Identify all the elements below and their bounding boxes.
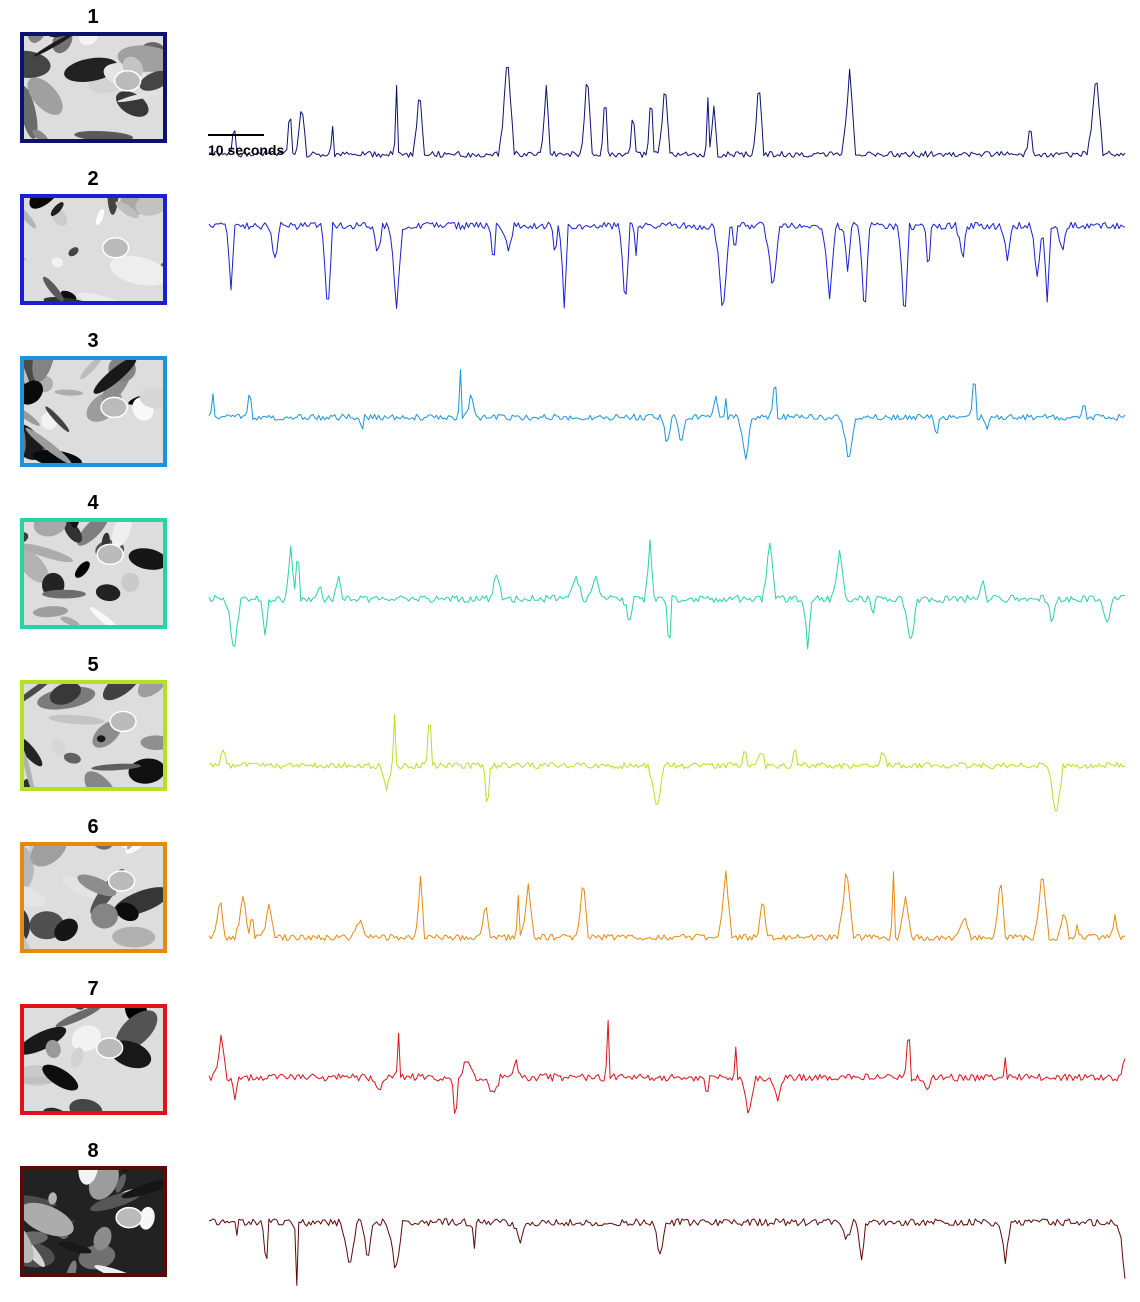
panel-number: 7: [73, 978, 113, 1000]
panel-number: 6: [73, 816, 113, 838]
panel-number: 5: [73, 654, 113, 676]
panel-number: 4: [73, 492, 113, 514]
signal-trace-3: [206, 330, 1128, 492]
signal-trace-8: [206, 1140, 1128, 1302]
panel-7: 7: [0, 978, 1140, 1140]
panel-number: 2: [73, 168, 113, 190]
thumbnail-image: [20, 518, 167, 629]
trace-line-5: [209, 715, 1125, 811]
panel-3: 3: [0, 330, 1140, 492]
thumbnail-image: [20, 1166, 167, 1277]
scale-bar: [208, 134, 264, 136]
trace-line-1: [209, 67, 1125, 157]
panel-number: 1: [73, 6, 113, 28]
trace-line-8: [209, 1219, 1125, 1286]
trace-line-3: [209, 370, 1125, 460]
signal-trace-7: [206, 978, 1128, 1140]
thumbnail-image: [20, 194, 167, 305]
panel-1: 1 10 seconds: [0, 6, 1140, 168]
panel-8: 8: [0, 1140, 1140, 1302]
thumbnail-image: [20, 356, 167, 467]
panel-5: 5: [0, 654, 1140, 816]
thumbnail-image: [20, 1004, 167, 1115]
trace-line-6: [209, 871, 1125, 940]
panel-number: 8: [73, 1140, 113, 1162]
signal-trace-5: [206, 654, 1128, 816]
panel-6: 6: [0, 816, 1140, 978]
trace-line-2: [209, 222, 1125, 308]
trace-line-7: [209, 1021, 1125, 1114]
panel-number: 3: [73, 330, 113, 352]
thumbnail-image: [20, 32, 167, 143]
signal-trace-6: [206, 816, 1128, 978]
scale-bar-label: 10 seconds: [208, 142, 284, 158]
signal-trace-4: [206, 492, 1128, 654]
panel-4: 4: [0, 492, 1140, 654]
thumbnail-image: [20, 842, 167, 953]
trace-line-4: [209, 540, 1125, 649]
thumbnail-image: [20, 680, 167, 791]
panel-2: 2: [0, 168, 1140, 330]
signal-trace-2: [206, 168, 1128, 330]
signal-trace-1: [206, 6, 1128, 168]
